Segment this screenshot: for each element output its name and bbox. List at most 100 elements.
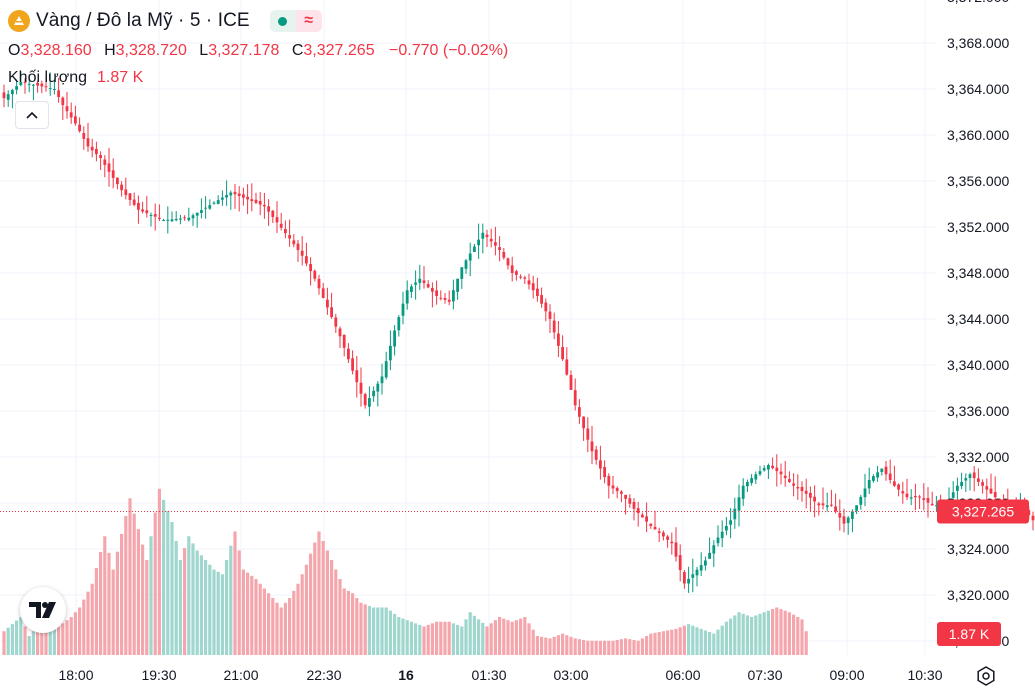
candle-body [317, 278, 321, 289]
volume-value: 1.87 K [97, 69, 144, 86]
volume-bar [523, 617, 527, 655]
candle-body [859, 496, 863, 505]
candlestick [456, 278, 459, 300]
candlestick [40, 80, 44, 94]
candlestick [195, 212, 199, 228]
volume-bar [695, 627, 699, 655]
candle-body [208, 205, 212, 209]
candlestick [149, 212, 153, 227]
candlestick [515, 269, 518, 281]
candle-body [27, 83, 31, 85]
candlestick [615, 486, 619, 499]
candle-body [292, 240, 296, 245]
candlestick [267, 199, 270, 226]
volume-bar [775, 607, 779, 655]
volume-bar [640, 638, 644, 655]
volume-bar [380, 607, 384, 655]
price-tick-label: 3,360.000 [947, 127, 1009, 143]
candlestick [225, 180, 228, 206]
candle-body [628, 498, 632, 504]
candlestick [691, 558, 695, 593]
volume-bar [624, 638, 628, 655]
candle-body [918, 496, 921, 498]
candlestick [935, 495, 938, 512]
volume-bar [153, 512, 157, 655]
candle-body [380, 376, 384, 384]
price-axis[interactable]: 3,372.000 3,368.000 3,364.000 3,360.000 3,35… [947, 0, 1009, 649]
candle-body [867, 480, 871, 489]
settings-icon[interactable] [974, 664, 998, 688]
volume-bar [573, 638, 577, 655]
volume-bar [27, 636, 31, 655]
market-status-pill[interactable]: ≈ [269, 10, 322, 32]
candle-body [561, 347, 564, 360]
candlestick [183, 215, 186, 221]
candle-body [636, 508, 640, 514]
candle-body [107, 163, 111, 172]
time-tick-label: 19:30 [141, 667, 176, 683]
candle-body [389, 345, 392, 361]
candle-body [170, 219, 174, 222]
candle-body [95, 148, 98, 155]
candle-body [145, 210, 149, 214]
volume-bar [804, 631, 808, 655]
candlestick [725, 516, 728, 536]
candle-body [158, 217, 161, 219]
candlestick [431, 282, 434, 308]
candlestick [905, 478, 909, 500]
candle-body [762, 468, 766, 471]
candlestick [989, 473, 993, 494]
tradingview-logo-icon[interactable] [20, 587, 66, 633]
candle-body [582, 416, 585, 429]
candlestick [611, 475, 615, 494]
candlestick [334, 313, 338, 333]
candle-body [956, 485, 959, 491]
candlestick [145, 195, 149, 218]
candle-body [641, 514, 644, 518]
volume-bar [502, 618, 506, 655]
candle-body [221, 197, 224, 200]
candlestick [599, 445, 602, 480]
candle-body [179, 218, 182, 220]
candlestick [607, 473, 611, 499]
candle-body [305, 256, 308, 264]
volume-bar [325, 550, 329, 655]
time-axis[interactable]: 18:00 19:30 21:00 22:30 16 01:30 03:00 06:00 07:… [58, 667, 942, 683]
candle-body [981, 482, 984, 486]
symbol-title-row[interactable]: Vàng / Đô la Mỹ · 5 · ICE ≈ [8, 8, 508, 34]
candle-body [137, 202, 140, 210]
candlestick [250, 183, 254, 212]
volume-bar [460, 626, 464, 655]
candle-body [363, 394, 367, 406]
volume-bar [229, 545, 233, 655]
candle-body [447, 299, 451, 302]
volume-bar [183, 548, 187, 655]
candlestick [208, 199, 212, 210]
candle-body [838, 512, 842, 518]
volume-bar [162, 499, 166, 655]
candle-body [384, 361, 388, 378]
candle-body [36, 82, 39, 86]
candle-body [195, 212, 199, 216]
collapse-legend-button[interactable] [15, 101, 49, 129]
candle-body [578, 407, 581, 417]
volume-bar [94, 567, 98, 655]
candle-body [712, 545, 716, 554]
last-price-text: 3,327.265 [952, 503, 1014, 519]
chart-grid [0, 0, 937, 655]
symbol-title[interactable]: Vàng / Đô la Mỹ · 5 · ICE [36, 10, 250, 31]
candlestick [380, 363, 384, 395]
volume-bar [178, 560, 182, 655]
time-tick-label: 22:30 [306, 667, 341, 683]
volume-bar [724, 621, 728, 655]
volume-bar [15, 620, 19, 655]
volume-bar [632, 639, 636, 655]
candle-body [960, 481, 963, 487]
candle-body [930, 503, 934, 506]
candle-body [645, 516, 648, 522]
volume-bar [729, 618, 733, 655]
candle-body [275, 217, 279, 223]
candlestick [242, 187, 245, 206]
close-value: 3,327.265 [303, 42, 375, 59]
